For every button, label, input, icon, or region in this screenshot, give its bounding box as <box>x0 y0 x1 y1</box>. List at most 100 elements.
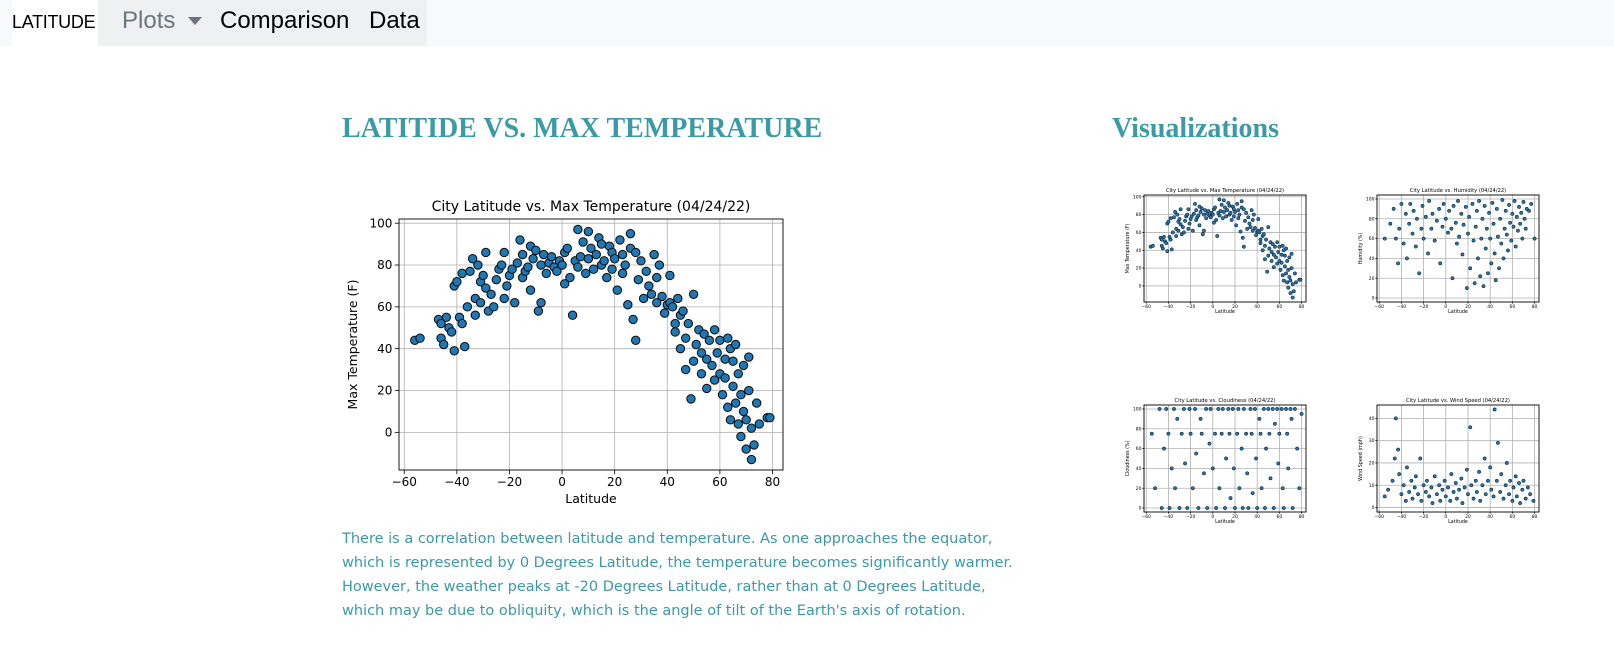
data-point <box>541 268 551 279</box>
data-point <box>1246 506 1251 510</box>
data-point <box>457 268 467 279</box>
data-point <box>1501 496 1506 501</box>
data-point <box>1217 213 1222 218</box>
data-point <box>1416 492 1421 497</box>
data-point <box>633 274 644 285</box>
x-tick-label: 40 <box>1254 304 1260 310</box>
thumb-wind-speed-plot[interactable]: −60 −40 −20 0 20 40 60 80 0 10 20 30 40 City Latitude… <box>1357 396 1543 526</box>
thumb-humidity-plot[interactable]: −60 −40 −20 0 20 40 60 80 0 20 40 60 80 100 City Latit… <box>1357 186 1543 316</box>
data-point <box>1267 431 1272 436</box>
data-point <box>1159 506 1164 510</box>
data-point <box>523 262 533 272</box>
data-point <box>475 297 486 308</box>
thumb-cloudiness-plot[interactable]: −60 −40 −20 0 20 40 60 80 0 20 40 60 80 100 City Latit… <box>1124 396 1310 526</box>
data-point <box>467 254 478 264</box>
data-point <box>1253 226 1257 230</box>
plots-dropdown[interactable]: Plots <box>98 0 212 46</box>
nav-link-data[interactable]: Data <box>369 7 420 34</box>
y-tick-label: 20 <box>1369 276 1375 282</box>
data-point <box>680 364 691 375</box>
data-point <box>1237 212 1242 217</box>
data-point <box>620 260 630 270</box>
data-point <box>1284 271 1288 276</box>
data-point <box>617 268 628 279</box>
x-tick-label: 80 <box>1299 514 1305 520</box>
data-point <box>625 228 636 239</box>
data-point <box>1274 255 1278 260</box>
data-point <box>1236 208 1241 213</box>
data-point <box>1285 431 1290 436</box>
data-point <box>531 245 541 256</box>
data-point <box>670 318 680 329</box>
data-point <box>1213 205 1217 210</box>
data-point <box>591 249 601 260</box>
x-tick-label: −20 <box>1186 304 1196 310</box>
chart-title: City Latitude vs. Wind Speed (04/24/22) <box>1406 398 1510 404</box>
data-point <box>452 277 462 287</box>
x-tick-label: 40 <box>1487 304 1493 310</box>
data-point <box>1298 277 1303 282</box>
data-point <box>720 373 730 383</box>
data-point <box>1487 210 1492 215</box>
data-point <box>1233 506 1237 510</box>
data-point <box>1473 478 1478 483</box>
data-point <box>478 270 488 281</box>
data-point <box>1281 278 1286 283</box>
thumb-max-temperature-plot[interactable]: −60 −40 −20 0 20 40 60 80 0 20 40 60 80 100 City Latit… <box>1124 186 1310 316</box>
data-point <box>1457 487 1462 492</box>
x-tick-label: −60 <box>1374 514 1384 520</box>
data-point <box>1220 216 1225 221</box>
data-point <box>1255 506 1260 510</box>
data-point <box>1479 236 1484 241</box>
data-point <box>1514 494 1519 499</box>
data-point <box>1505 248 1510 253</box>
data-point <box>1206 209 1211 213</box>
data-point <box>1191 211 1196 216</box>
data-point <box>1408 201 1413 206</box>
data-point <box>1174 234 1179 238</box>
plot-frame <box>398 218 784 471</box>
data-point <box>1217 486 1222 491</box>
data-point <box>1523 226 1528 231</box>
data-point <box>702 383 712 394</box>
x-tick-label: −40 <box>1164 304 1174 310</box>
data-point <box>507 264 517 274</box>
y-tick-label: 0 <box>385 426 393 440</box>
x-axis-label: Latitude <box>565 491 617 506</box>
data-point <box>1290 295 1295 300</box>
data-point <box>1176 228 1181 233</box>
data-point <box>657 291 667 302</box>
y-tick-label: 0 <box>1139 506 1142 512</box>
data-point <box>1227 203 1232 208</box>
data-point <box>1468 425 1473 430</box>
data-point <box>1483 246 1488 251</box>
data-point <box>1201 228 1206 233</box>
y-tick-label: 80 <box>1369 216 1375 222</box>
x-tick-label: 20 <box>1232 514 1238 520</box>
nav-link-comparison[interactable]: Comparison <box>220 7 350 34</box>
data-point <box>1217 197 1222 202</box>
x-tick-label: 80 <box>1532 514 1538 520</box>
data-point <box>1529 201 1534 206</box>
data-point <box>702 354 712 364</box>
data-point <box>1518 221 1523 226</box>
data-point <box>1224 214 1229 219</box>
y-tick-label: 80 <box>377 258 392 272</box>
data-point <box>1289 251 1294 256</box>
data-point <box>1527 208 1531 213</box>
data-point <box>573 224 583 235</box>
y-tick-label: 60 <box>1136 230 1142 236</box>
data-point <box>1249 208 1254 213</box>
data-point <box>1197 223 1202 228</box>
data-point <box>1259 226 1264 231</box>
x-tick-label: 20 <box>1465 304 1471 310</box>
data-point <box>1464 286 1469 291</box>
data-point <box>725 415 736 425</box>
data-point <box>1382 494 1387 499</box>
data-point <box>1240 235 1245 240</box>
data-point <box>1508 220 1513 225</box>
data-point <box>746 454 757 465</box>
data-point <box>1245 471 1250 476</box>
data-point <box>728 381 738 392</box>
brand-link[interactable]: LATITUDE <box>12 0 98 46</box>
